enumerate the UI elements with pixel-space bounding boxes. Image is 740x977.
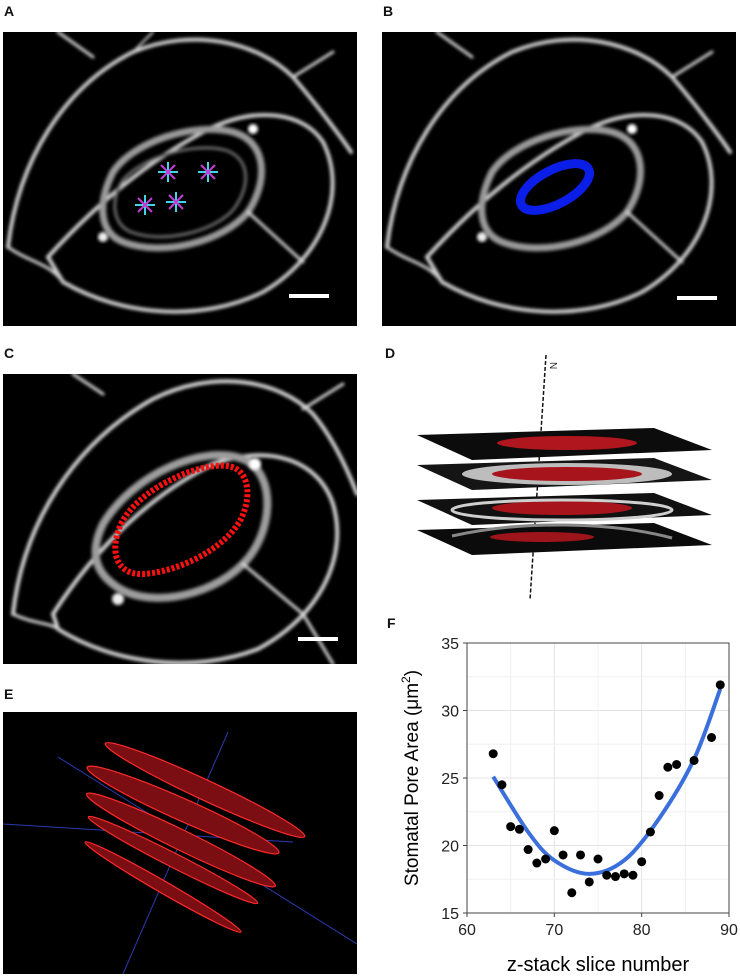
micrograph-a xyxy=(3,32,357,326)
data-point xyxy=(497,780,507,790)
y-tick-label: 25 xyxy=(441,771,459,788)
scale-bar xyxy=(298,637,338,641)
slice-1 xyxy=(417,428,712,460)
data-point xyxy=(558,850,568,860)
slice-stack-d: N xyxy=(382,350,736,605)
seed-markers xyxy=(135,162,218,215)
y-tick-label: 20 xyxy=(441,839,459,856)
panel-label-a: A xyxy=(4,3,15,19)
slice-4 xyxy=(417,523,712,555)
data-point xyxy=(663,762,673,772)
data-point xyxy=(488,749,498,759)
slice-3 xyxy=(417,493,712,525)
data-point xyxy=(672,760,682,769)
y-tick-label: 30 xyxy=(441,704,459,721)
data-point xyxy=(541,854,551,864)
data-point xyxy=(506,822,516,832)
data-point xyxy=(593,854,603,864)
panel-label-b: B xyxy=(383,3,394,19)
data-point xyxy=(523,845,533,855)
x-tick-label: 90 xyxy=(720,922,738,939)
scale-bar xyxy=(677,296,717,300)
pore-area-chart: 15 20 25 30 35 60 70 80 90 z-stack slice number… xyxy=(399,636,738,976)
x-tick-label: 60 xyxy=(458,922,476,939)
data-point xyxy=(610,872,620,882)
x-tick-label: 80 xyxy=(633,922,651,939)
data-points xyxy=(488,680,725,898)
data-point xyxy=(584,877,594,887)
panel-label-d: D xyxy=(385,345,396,361)
z-axis-label: N xyxy=(547,362,558,369)
micrograph-b xyxy=(382,32,736,326)
data-point xyxy=(619,869,629,879)
pore-outline-blue xyxy=(516,159,594,215)
data-point xyxy=(637,857,647,867)
data-point xyxy=(532,858,542,868)
scale-bar xyxy=(289,294,329,298)
pore-outline-red xyxy=(112,462,251,578)
data-point xyxy=(645,827,655,837)
stomata-image-c xyxy=(11,374,357,664)
micrograph-c xyxy=(3,374,357,664)
stomata-image-a xyxy=(6,32,353,314)
data-point xyxy=(707,733,717,742)
render-3d-e xyxy=(3,712,357,974)
data-point xyxy=(689,755,699,765)
data-point xyxy=(514,824,524,834)
data-point xyxy=(549,826,559,836)
data-point xyxy=(567,888,577,898)
panel-label-c: C xyxy=(4,345,15,361)
y-axis-label: Stomatal Pore Area (μm2) xyxy=(399,670,423,886)
data-point xyxy=(628,870,638,880)
stomata-image-b xyxy=(385,32,732,314)
panel-label-f: F xyxy=(387,615,396,631)
data-point xyxy=(602,870,612,880)
data-point xyxy=(715,680,725,690)
data-point xyxy=(654,791,664,801)
x-axis-label: z-stack slice number xyxy=(507,954,690,976)
x-tick-label: 70 xyxy=(545,922,563,939)
panel-label-e: E xyxy=(4,686,14,702)
y-tick-label: 35 xyxy=(441,636,459,653)
data-point xyxy=(576,850,586,860)
y-tick-label: 15 xyxy=(441,906,459,923)
slice-2 xyxy=(417,458,712,490)
